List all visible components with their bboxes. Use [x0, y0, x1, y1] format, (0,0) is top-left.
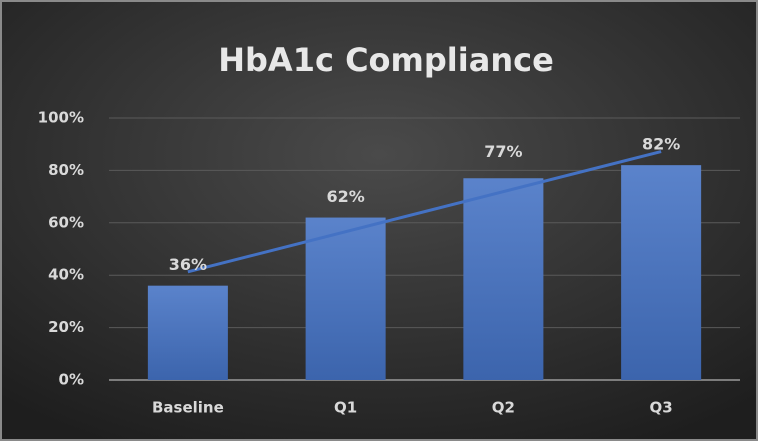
y-tick-label: 60%: [48, 213, 84, 231]
y-tick-label: 0%: [59, 371, 84, 389]
data-label: 82%: [642, 135, 680, 154]
y-tick-label: 40%: [48, 266, 84, 284]
data-label: 77%: [484, 142, 522, 161]
bar-shade: [621, 165, 702, 380]
y-tick-label: 80%: [48, 161, 84, 179]
x-tick-label: Baseline: [152, 399, 224, 417]
bar-shade: [147, 285, 228, 380]
x-tick-label: Q3: [650, 399, 673, 417]
bar-shade: [463, 178, 544, 380]
data-label: 36%: [169, 255, 207, 274]
bar-shade: [305, 217, 386, 380]
data-label: 62%: [326, 187, 364, 206]
chart-title: HbA1c Compliance: [218, 41, 554, 79]
x-tick-label: Q1: [334, 399, 357, 417]
x-tick-label: Q2: [492, 399, 515, 417]
y-tick-label: 20%: [48, 318, 84, 336]
trendline: [187, 150, 662, 274]
y-tick-label: 100%: [38, 109, 84, 127]
